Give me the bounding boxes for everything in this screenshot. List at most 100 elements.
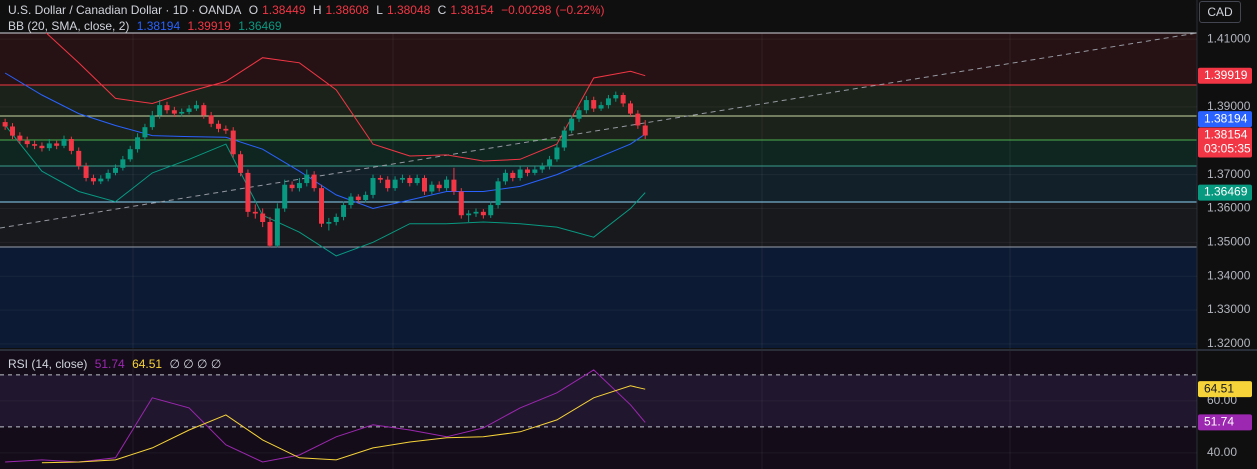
indicator-value: 64.51 [132, 357, 163, 371]
countdown: 03:05:35 [1204, 142, 1251, 156]
y-tick-label: 40.00 [1207, 445, 1237, 459]
candle-body [576, 110, 582, 119]
indicator-value: 1.36469 [238, 19, 282, 33]
change-pct: (−0.22%) [555, 3, 605, 17]
candle-body [113, 167, 119, 173]
candle-body [304, 174, 310, 184]
candle-body [414, 177, 420, 184]
candle-body [2, 122, 8, 127]
candle-body [326, 222, 332, 224]
candle-body [422, 177, 428, 192]
candle-body [39, 145, 45, 149]
vertical-grid [132, 33, 1011, 469]
price-badge [1198, 67, 1252, 84]
candle-body [341, 205, 347, 217]
price-badge-label: 1.38194 [1204, 111, 1248, 125]
candle-body [517, 169, 523, 178]
rsi-pane-bg [0, 350, 1197, 469]
candle-body [333, 216, 339, 222]
candle-body [539, 166, 545, 170]
price-badge-label: 51.74 [1204, 415, 1234, 429]
indicator-value: 1.38194 [136, 19, 181, 33]
candle-body [525, 169, 531, 173]
candle-body [605, 98, 611, 106]
candle-body [274, 208, 280, 246]
candle-body [444, 179, 450, 189]
candle-body [46, 143, 52, 149]
candle-body [458, 191, 464, 216]
y-tick-label: 1.32000 [1207, 336, 1251, 350]
candle-body [90, 177, 96, 182]
bb-line [4, 124, 646, 257]
price-badge [1198, 127, 1252, 158]
candle-body [171, 110, 177, 114]
indicator-name: BB (20, SMA, close, 2) [8, 19, 130, 33]
marks: 1.41000 1.39000 1.37000 1.36000 1.35000 1.340… [0, 31, 1252, 464]
ohlc-key: C [437, 3, 447, 17]
candle-body [377, 177, 383, 180]
candle-body [193, 105, 199, 109]
candle-body [311, 174, 317, 189]
candle-body [135, 137, 141, 150]
ohlc-value: 1.38048 [386, 3, 431, 17]
y-tick-label: 1.33000 [1207, 302, 1251, 316]
price-badge-label: 1.36469 [1204, 185, 1248, 199]
candle-body [628, 103, 634, 114]
candle-body [488, 205, 494, 216]
candle-body [436, 184, 442, 189]
candle-body [348, 196, 354, 206]
zone [0, 166, 1197, 202]
candle-body [613, 94, 619, 99]
price-badge-label: 1.38154 [1204, 128, 1248, 142]
price-badge [1198, 381, 1252, 398]
candle-body [76, 150, 82, 167]
candle-body [642, 125, 648, 136]
candle-body [201, 105, 207, 116]
candle-body [68, 139, 74, 151]
candle-body [24, 140, 30, 145]
candle-body [620, 94, 626, 104]
candle-body [32, 144, 38, 146]
candle-body [260, 213, 266, 222]
candle-body [186, 108, 192, 112]
candle-body [495, 181, 501, 206]
candle-body [392, 179, 398, 189]
candle-body [569, 118, 575, 131]
currency-button[interactable]: CAD [1199, 1, 1241, 23]
candle-body [532, 169, 538, 173]
candle-body [399, 177, 405, 180]
candle-body [635, 113, 641, 126]
candle-body [238, 154, 244, 173]
candle-body [245, 172, 251, 212]
candle-body [296, 183, 302, 189]
ohlc-value: 1.38608 [325, 3, 369, 17]
candle-body [598, 105, 604, 109]
candle-body [319, 188, 325, 224]
candle-body [223, 128, 229, 131]
y-tick-label: 1.35000 [1207, 234, 1251, 248]
indicator-value: 1.39919 [187, 19, 231, 33]
y-tick-label: 1.34000 [1207, 268, 1251, 282]
price-badge [1198, 111, 1252, 128]
candle-body [510, 172, 516, 178]
price-badge-label: 1.39919 [1204, 68, 1248, 82]
candle-body [480, 211, 486, 216]
candle-body [105, 172, 111, 179]
candle-body [179, 111, 185, 114]
candle-body [267, 222, 273, 246]
bb-line [4, 72, 646, 210]
zone [0, 202, 1197, 247]
symbol-title: U.S. Dollar / Canadian Dollar · 1D · OAN… [8, 3, 242, 17]
ohlc-key: H [312, 3, 322, 17]
candle-body [547, 159, 553, 167]
candle-body [164, 105, 170, 111]
candle-body [252, 211, 258, 214]
change: −0.00298 [501, 3, 552, 17]
candle-body [355, 196, 361, 200]
candle-body [502, 172, 508, 182]
candle-body [282, 184, 288, 209]
candle-body [61, 139, 67, 146]
candle-body [429, 184, 435, 192]
